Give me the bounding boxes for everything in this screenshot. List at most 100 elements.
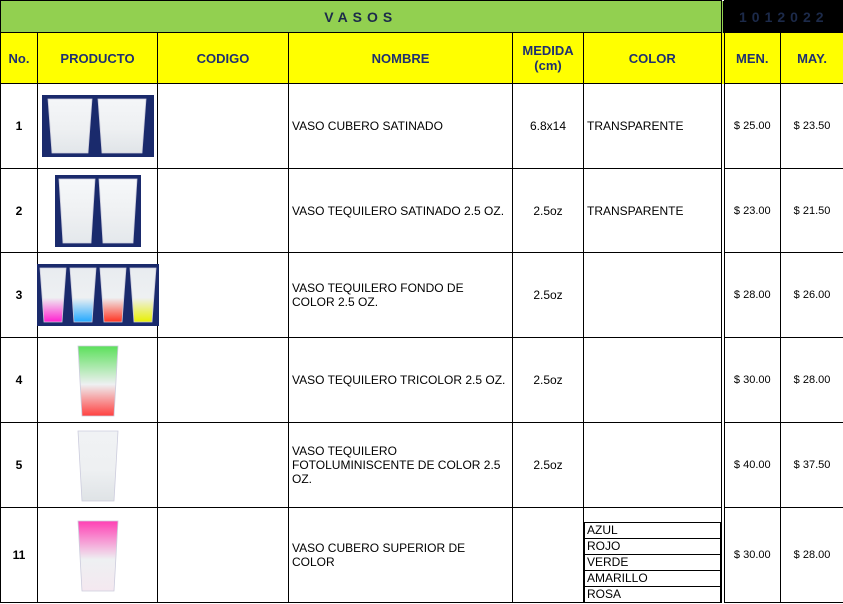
image-shape xyxy=(77,430,118,502)
product-image-cell xyxy=(37,507,158,603)
code-cell xyxy=(157,168,289,253)
header-row: No. PRODUCTO CODIGO NOMBRE MEDIDA (cm) COLOR M… xyxy=(0,32,843,84)
table-row: 2 VASO TEQUILERO SATINADO 2.5 OZ. 2.5oz TRA… xyxy=(0,168,843,253)
price-may: $ 28.00 xyxy=(780,337,843,423)
image-shape xyxy=(41,95,154,157)
color-cell xyxy=(582,337,724,423)
price-men: $ 30.00 xyxy=(720,507,782,603)
color-list: AZUL ROJO VERDE AMARILLO ROSA xyxy=(584,522,721,602)
color-option: VERDE xyxy=(584,554,721,570)
image-shape xyxy=(39,267,66,323)
title: VASOS xyxy=(0,0,724,33)
size-cell: 2.5oz xyxy=(512,252,584,338)
image-shape xyxy=(77,345,118,417)
image-shape xyxy=(36,264,159,326)
color-cell: AZUL ROJO VERDE AMARILLO ROSA xyxy=(582,507,724,603)
column-header: COLOR xyxy=(582,32,724,84)
color-option: ROJO xyxy=(584,538,721,554)
color-option: ROSA xyxy=(584,586,721,602)
image-shape xyxy=(58,178,95,243)
image-shape xyxy=(97,98,146,154)
price-may: $ 23.50 xyxy=(780,83,843,169)
product-image xyxy=(41,340,154,420)
code-cell xyxy=(157,337,289,423)
product-image-cell xyxy=(37,337,158,423)
table-row: 3 VASO TEQUILERO FONDO DE COLOR 2.5 OZ. 2.… xyxy=(0,252,843,338)
table-row: 11 VASO CUBERO SUPERIOR DE COLOR AZUL ROJO V… xyxy=(0,507,843,603)
code: 1012022 xyxy=(720,0,843,33)
image-shape xyxy=(77,520,118,592)
code-cell xyxy=(157,252,289,338)
code-cell xyxy=(157,83,289,169)
image-shape xyxy=(47,98,92,154)
price-may: $ 26.00 xyxy=(780,252,843,338)
column-header: No. xyxy=(0,32,38,84)
row-number: 1 xyxy=(0,83,38,169)
price-men: $ 28.00 xyxy=(720,252,782,338)
product-image xyxy=(41,425,154,505)
row-number: 11 xyxy=(0,507,38,603)
price-men: $ 23.00 xyxy=(720,168,782,253)
product-image-cell xyxy=(37,83,158,169)
row-number: 5 xyxy=(0,422,38,508)
column-header: CODIGO xyxy=(157,32,289,84)
row-number: 3 xyxy=(0,252,38,338)
column-header: MEDIDA (cm) xyxy=(512,32,584,84)
name-cell: VASO TEQUILERO TRICOLOR 2.5 OZ. xyxy=(288,337,513,423)
price-men: $ 25.00 xyxy=(720,83,782,169)
name-cell: VASO CUBERO SUPERIOR DE COLOR xyxy=(288,507,513,603)
row-number: 4 xyxy=(0,337,38,423)
code-cell xyxy=(157,507,289,603)
name-cell: VASO TEQUILERO SATINADO 2.5 OZ. xyxy=(288,168,513,253)
column-header: MAY. xyxy=(780,32,843,84)
code-cell xyxy=(157,422,289,508)
name-cell: VASO TEQUILERO FONDO DE COLOR 2.5 OZ. xyxy=(288,252,513,338)
product-image-cell xyxy=(37,168,158,253)
image-shape xyxy=(129,267,156,323)
size-cell xyxy=(512,507,584,603)
product-image xyxy=(41,86,154,166)
color-cell xyxy=(582,252,724,338)
color-text: TRANSPARENTE xyxy=(587,203,684,218)
product-image xyxy=(41,171,154,251)
image-shape xyxy=(77,520,118,592)
price-may: $ 37.50 xyxy=(780,422,843,508)
price-may: $ 28.00 xyxy=(780,507,843,603)
color-option: AZUL xyxy=(584,522,721,538)
image-shape xyxy=(98,178,137,243)
column-header: MEN. xyxy=(720,32,782,84)
title-row: VASOS 1012022 xyxy=(0,0,843,33)
color-text: TRANSPARENTE xyxy=(587,119,684,133)
size-cell: 2.5oz xyxy=(512,422,584,508)
image-shape xyxy=(99,267,126,323)
product-image xyxy=(36,255,159,335)
product-image-cell xyxy=(37,422,158,508)
price-men: $ 30.00 xyxy=(720,337,782,423)
product-image-cell xyxy=(36,252,159,338)
name-cell: VASO CUBERO SATINADO xyxy=(288,83,513,169)
row-number: 2 xyxy=(0,168,38,253)
color-option: AMARILLO xyxy=(584,570,721,586)
table-row: 1 VASO CUBERO SATINADO 6.8x14 TRANSPARENTE $… xyxy=(0,83,843,169)
size-cell: 6.8x14 xyxy=(512,83,584,169)
image-shape xyxy=(77,430,118,502)
image-shape xyxy=(77,345,118,417)
image-shape xyxy=(54,174,141,247)
color-cell: TRANSPARENTE xyxy=(582,168,724,253)
color-cell: TRANSPARENTE xyxy=(582,83,724,169)
table-row: 4 VASO TEQUILERO TRICOLOR 2.5 OZ. 2.5oz $ 3… xyxy=(0,337,843,423)
color-cell xyxy=(582,422,724,508)
size-cell: 2.5oz xyxy=(512,337,584,423)
name-cell: VASO TEQUILERO FOTOLUMINISCENTE DE COLOR… xyxy=(288,422,513,508)
table-row: 5 VASO TEQUILERO FOTOLUMINISCENTE DE COLO… xyxy=(0,422,843,508)
size-cell: 2.5oz xyxy=(512,168,584,253)
price-men: $ 40.00 xyxy=(720,422,782,508)
column-header: NOMBRE xyxy=(288,32,513,84)
image-shape xyxy=(69,267,96,323)
column-header: PRODUCTO xyxy=(37,32,158,84)
table-body: 1 VASO CUBERO SATINADO 6.8x14 TRANSPARENTE $… xyxy=(0,83,843,603)
price-may: $ 21.50 xyxy=(780,168,843,253)
product-image xyxy=(41,515,154,595)
